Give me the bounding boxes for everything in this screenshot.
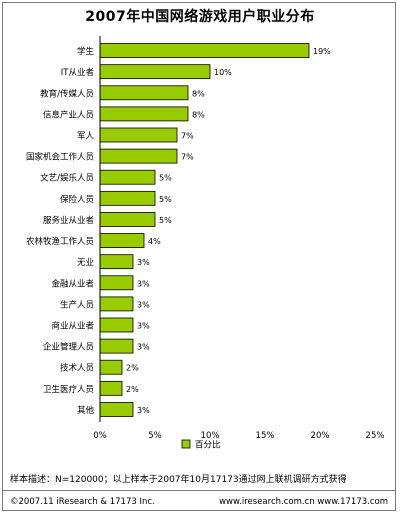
category-label: 保险人员 (60, 194, 94, 205)
data-label: 4% (148, 237, 161, 246)
legend-swatch (181, 439, 191, 449)
data-label: 8% (192, 110, 205, 119)
bar (99, 43, 310, 58)
bar (99, 233, 145, 248)
bar (99, 127, 178, 143)
bar (99, 254, 134, 270)
data-label: 5% (159, 195, 172, 204)
bar (99, 85, 189, 101)
bar (99, 338, 134, 354)
category-label: 军人 (77, 132, 95, 142)
bar (99, 169, 156, 185)
data-label: 5% (159, 216, 172, 225)
chart-title: 2007年中国网络游戏用户职业分布 (85, 9, 315, 25)
data-label: 3% (137, 279, 150, 288)
legend-label: 百分比 (195, 440, 221, 451)
category-label: 服务业从业者 (43, 215, 95, 226)
category-label: 其他 (77, 405, 95, 416)
data-label: 10% (214, 68, 232, 77)
category-label: 卫生医疗人员 (43, 384, 94, 395)
data-label: 3% (137, 322, 150, 331)
bar (99, 275, 134, 291)
bar (99, 359, 123, 375)
bar (99, 380, 123, 396)
bar (99, 296, 134, 312)
bar (99, 106, 189, 122)
category-label: 商业从业者 (51, 321, 94, 332)
copyright: ©2007.11 iResearch & 17173 Inc. (10, 497, 155, 507)
category-label: 学生 (77, 46, 95, 57)
bar (99, 148, 178, 164)
website-links: www.iresearch.com.cn www.17173.com (219, 497, 388, 507)
data-label: 2% (126, 385, 139, 394)
category-label: 生产人员 (60, 299, 94, 310)
data-label: 3% (137, 406, 150, 415)
data-label: 7% (181, 153, 194, 162)
data-label: 3% (137, 258, 150, 267)
category-label: 文艺/娱乐人员 (40, 173, 94, 184)
category-label: 国家机会工作人员 (26, 152, 94, 163)
data-label: 8% (192, 89, 205, 98)
data-label: 19% (313, 47, 331, 56)
category-label: 无业 (77, 257, 94, 268)
bar (99, 190, 156, 206)
bar (99, 402, 134, 417)
x-tick-label: 5% (148, 431, 162, 441)
bar-chart: 学生 IT从业者教育/传媒人员信息产业人员军人国家机会工作人员文艺/娱乐人员保险人… (26, 36, 385, 451)
x-tick-label: 0% (93, 431, 107, 441)
data-label: 2% (126, 364, 139, 373)
data-label: 3% (137, 343, 150, 352)
category-label: 教育/传媒人员 (40, 88, 94, 99)
chart-frame (2, 2, 396, 511)
bar (99, 317, 134, 333)
category-label: 信息产业人员 (43, 109, 94, 120)
data-label: 3% (137, 300, 150, 309)
bar (99, 212, 156, 227)
category-label: IT从业者 (61, 67, 95, 78)
data-label: 7% (181, 132, 194, 141)
footer-divider (3, 490, 395, 491)
category-label: 技术人员 (60, 363, 94, 374)
category-label: 农林牧渔工作人员 (26, 236, 94, 247)
x-tick-label: 20% (311, 431, 330, 441)
category-label: 金融从业者 (51, 278, 94, 289)
category-label: 企业管理人员 (43, 342, 94, 353)
data-label: 5% (159, 174, 172, 183)
bar (99, 64, 211, 80)
x-tick-label: 10% (201, 431, 220, 441)
sample-note: 样本描述：N=120000；以上样本于2007年10月17173通过网上联机调研… (10, 475, 347, 485)
x-tick-label: 25% (366, 431, 385, 441)
x-tick-label: 15% (256, 431, 275, 441)
